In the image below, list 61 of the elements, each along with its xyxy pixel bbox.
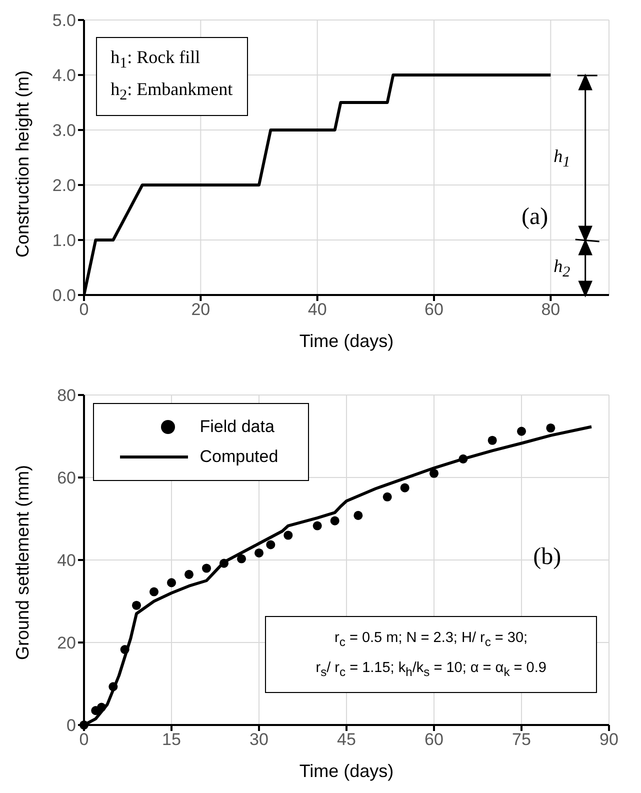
point [516,426,526,436]
x-tick-label: 75 [512,730,531,750]
y-tick-label: 80 [57,386,76,406]
point [330,516,340,526]
point [429,468,439,478]
point [382,492,392,502]
y-tick-label: 0.0 [52,286,76,306]
point [488,436,497,445]
x-tick-label: 60 [424,300,444,320]
annotation: h$_{2}$: Embankment [110,78,233,106]
annotation: h$_{1}$ [554,146,570,172]
point [202,564,212,573]
point [132,600,142,610]
point [400,483,410,492]
annotation: r$_{c}$ = 0.5 m; N = 2.3; H/ r$_{c}$ = 30; [334,628,529,651]
y-tick-label: 2.0 [52,176,76,196]
point [236,554,246,564]
y-tick-label: 3.0 [52,121,76,140]
y-tick-label: 40 [57,551,76,570]
annotation: (a) [522,204,548,232]
x-axis-title: Time (days) [299,761,394,781]
x-tick-label: 90 [600,730,618,750]
y-tick-label: 4.0 [52,66,76,86]
point [546,423,556,433]
x-tick-label: 30 [250,730,268,750]
text-box: h$_{1}$: Rock fill h$_{2}$: Embankment [96,36,248,116]
point [120,645,130,654]
y-tick-label: 1.0 [52,231,76,250]
annotation: h$_{1}$: Rock fill [110,46,202,74]
legend-label: Computed [200,447,278,468]
legend-label: Field data [200,417,274,438]
x-tick-label: 15 [162,730,181,750]
point [458,454,468,464]
y-axis-title: Construction height (m) [12,70,32,258]
x-tick-label: 80 [541,300,560,320]
point [354,510,363,520]
y-axis-title: Ground settlement (mm) [12,464,32,660]
x-tick-label: 0 [79,730,89,750]
point [108,682,118,692]
y-tick-label: 60 [57,468,76,488]
point [219,558,229,568]
x-axis-title: Time (days) [299,331,394,351]
x-tick-label: 0 [79,300,89,320]
point [184,570,194,579]
text-box: r$_{c}$ = 0.5 m; N = 2.3; H/ r$_{c}$ = 30; r$_{s}$/ r$_{c}$ = 1.15; k$_{h}$/k$_{s}$ = 10; α = α$_{k}$ = 0.9 [264,616,598,694]
y-tick-label: 0 [66,716,76,736]
x-tick-label: 60 [424,730,444,750]
point [284,530,293,540]
point [254,548,264,558]
point [266,540,276,550]
y-tick-label: 20 [57,634,76,653]
x-tick-label: 40 [308,300,327,320]
annotation: h$_{2}$ [554,256,570,282]
point [96,702,106,712]
point [149,587,159,596]
x-tick-label: 45 [337,730,356,750]
point [166,578,176,588]
x-tick-label: 20 [191,300,210,320]
annotation: (b) [533,544,562,570]
point [312,521,322,530]
y-tick-label: 5.0 [52,11,76,30]
